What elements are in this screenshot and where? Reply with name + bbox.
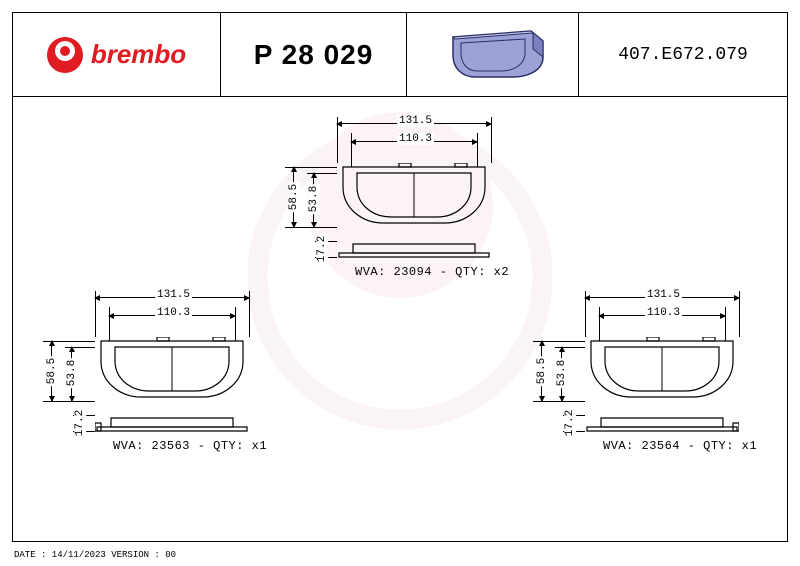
- brembo-logo: brembo: [47, 37, 186, 73]
- part-number: P 28 029: [254, 39, 374, 71]
- dim-width-outer-label: 131.5: [645, 289, 682, 301]
- dim-height-outer-label: 58.5: [536, 356, 548, 386]
- dim-height-inner-label: 53.8: [556, 358, 568, 388]
- iso-view-cell: [407, 13, 579, 96]
- wva-label-top: WVA: 23094 - QTY: x2: [355, 265, 509, 279]
- wva-label-left: WVA: 23563 - QTY: x1: [113, 439, 267, 453]
- wva-label-right: WVA: 23564 - QTY: x1: [603, 439, 757, 453]
- header-row: brembo P 28 029 407.E672.079: [13, 13, 787, 97]
- drawing-frame: brembo P 28 029 407.E672.079 131.5: [12, 12, 788, 542]
- dim-width-inner-label: 110.3: [155, 307, 192, 319]
- dim-thickness-label: 17.2: [316, 234, 328, 264]
- brake-pad-iso-icon: [433, 25, 553, 85]
- dim-thickness-label: 17.2: [74, 408, 86, 438]
- part-number-cell: P 28 029: [221, 13, 407, 96]
- footer-date-version: DATE : 14/11/2023 VERSION : 00: [14, 550, 176, 560]
- pad-side-view: [95, 415, 249, 435]
- dim-height-inner-label: 53.8: [308, 184, 320, 214]
- pad-side-view: [585, 415, 739, 435]
- dim-height-inner-label: 53.8: [66, 358, 78, 388]
- pad-face-view: [337, 163, 491, 229]
- dim-thickness-label: 17.2: [564, 408, 576, 438]
- dim-height-outer-label: 58.5: [288, 182, 300, 212]
- logo-cell: brembo: [13, 13, 221, 96]
- dim-width-outer-label: 131.5: [155, 289, 192, 301]
- dim-width-inner-label: 110.3: [397, 133, 434, 145]
- pad-face-view: [95, 337, 249, 403]
- ref-code-cell: 407.E672.079: [579, 13, 787, 96]
- ref-code: 407.E672.079: [618, 45, 748, 65]
- dim-height-outer-label: 58.5: [46, 356, 58, 386]
- pad-side-view: [337, 241, 491, 261]
- brand-text: brembo: [91, 39, 186, 70]
- dim-width-inner-label: 110.3: [645, 307, 682, 319]
- dim-width-outer-label: 131.5: [397, 115, 434, 127]
- drawings-area: 131.5 110.3 58.5 53.8: [13, 97, 787, 541]
- brembo-mark-icon: [47, 37, 83, 73]
- pad-face-view: [585, 337, 739, 403]
